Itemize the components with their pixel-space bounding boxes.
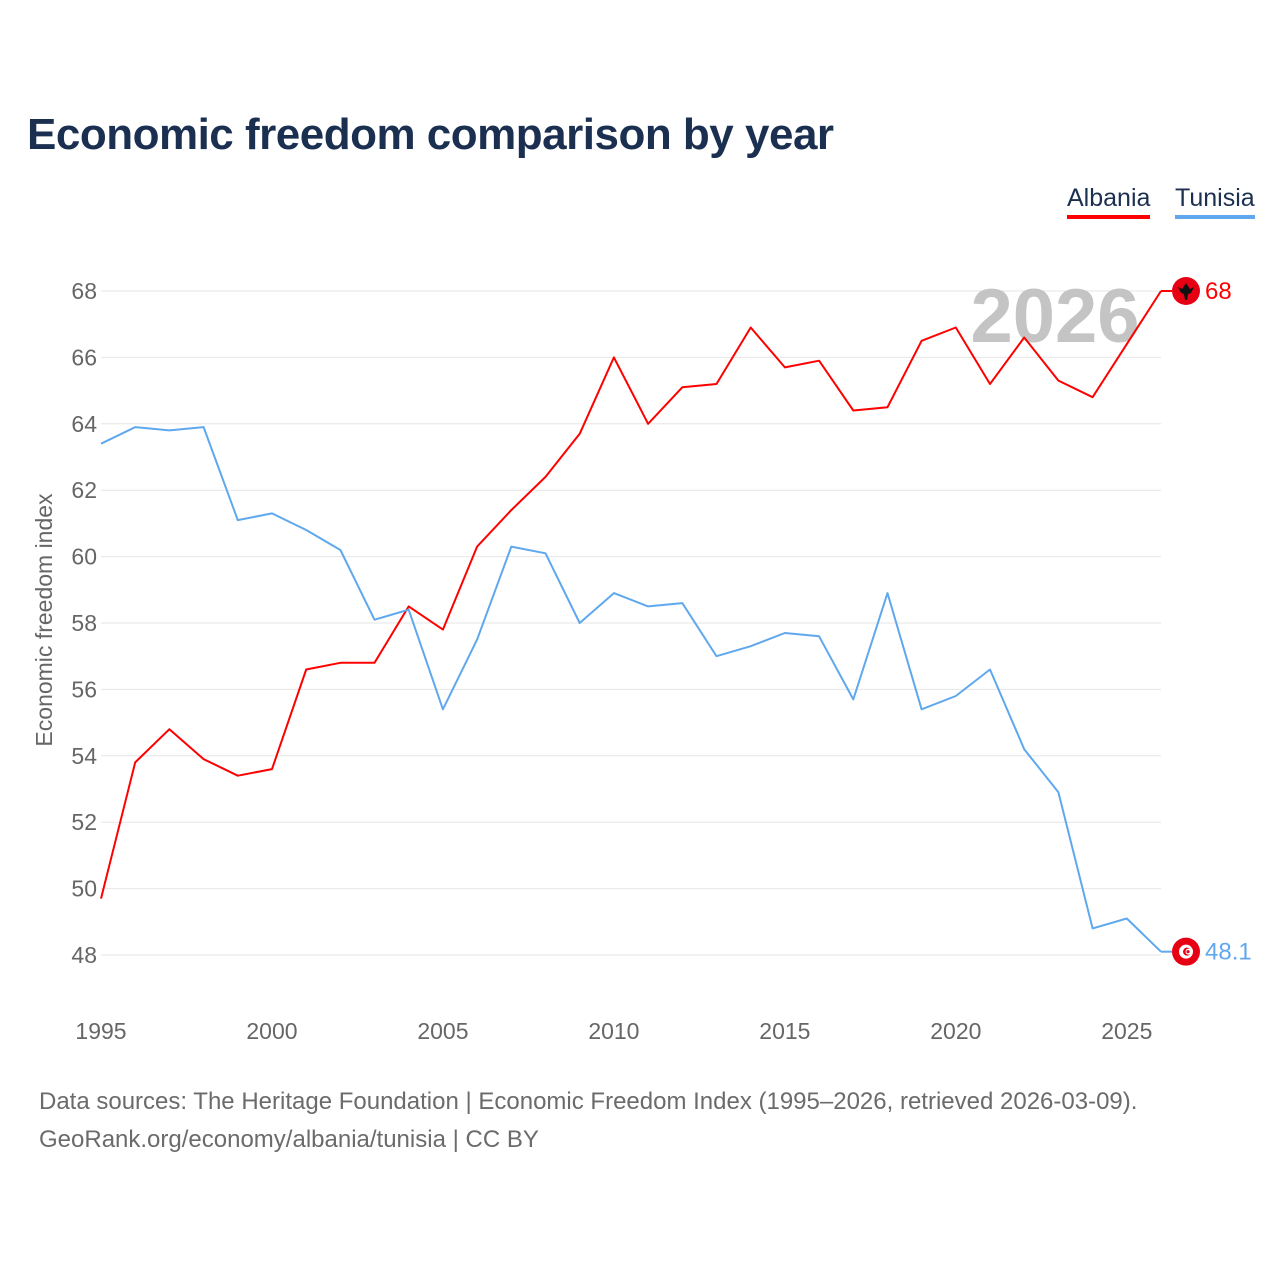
- y-tick-label: 64: [71, 411, 97, 437]
- x-tick-label: 1995: [75, 1018, 126, 1044]
- footer-link[interactable]: GeoRank.org/economy/albania/tunisia | CC…: [39, 1126, 539, 1153]
- y-tick-label: 52: [71, 809, 97, 835]
- x-tick-label: 2005: [417, 1018, 468, 1044]
- year-watermark: 2026: [970, 274, 1139, 359]
- y-tick-label: 62: [71, 477, 97, 503]
- legend-item-albania[interactable]: Albania: [1067, 184, 1151, 219]
- star-icon: [1186, 950, 1190, 954]
- y-tick-label: 48: [71, 942, 97, 968]
- y-tick-label: 66: [71, 344, 97, 370]
- y-tick-label: 54: [71, 743, 97, 769]
- y-tick-label: 56: [71, 676, 97, 702]
- x-tick-label: 2025: [1101, 1018, 1152, 1044]
- series-line-albania: [100, 290, 1162, 899]
- x-tick-label: 2015: [759, 1018, 810, 1044]
- y-tick-label: 68: [71, 278, 97, 304]
- x-tick-label: 2010: [588, 1018, 639, 1044]
- x-tick-label: 2000: [246, 1018, 297, 1044]
- chart-title: Economic freedom comparison by year: [27, 110, 834, 159]
- y-tick-label: 58: [71, 610, 97, 636]
- x-tick-label: 2020: [930, 1018, 981, 1044]
- y-tick-label: 50: [71, 876, 97, 902]
- series-line-tunisia: [100, 426, 1162, 953]
- y-tick-label: 60: [71, 544, 97, 570]
- y-axis-label: Economic freedom index: [31, 493, 57, 747]
- end-value-label-tunisia: 48.1: [1205, 939, 1252, 966]
- eagle-icon: [1178, 283, 1194, 300]
- end-value-label-albania: 68: [1205, 278, 1232, 305]
- footer-sources: Data sources: The Heritage Foundation | …: [39, 1088, 1138, 1115]
- legend-item-tunisia[interactable]: Tunisia: [1175, 184, 1255, 219]
